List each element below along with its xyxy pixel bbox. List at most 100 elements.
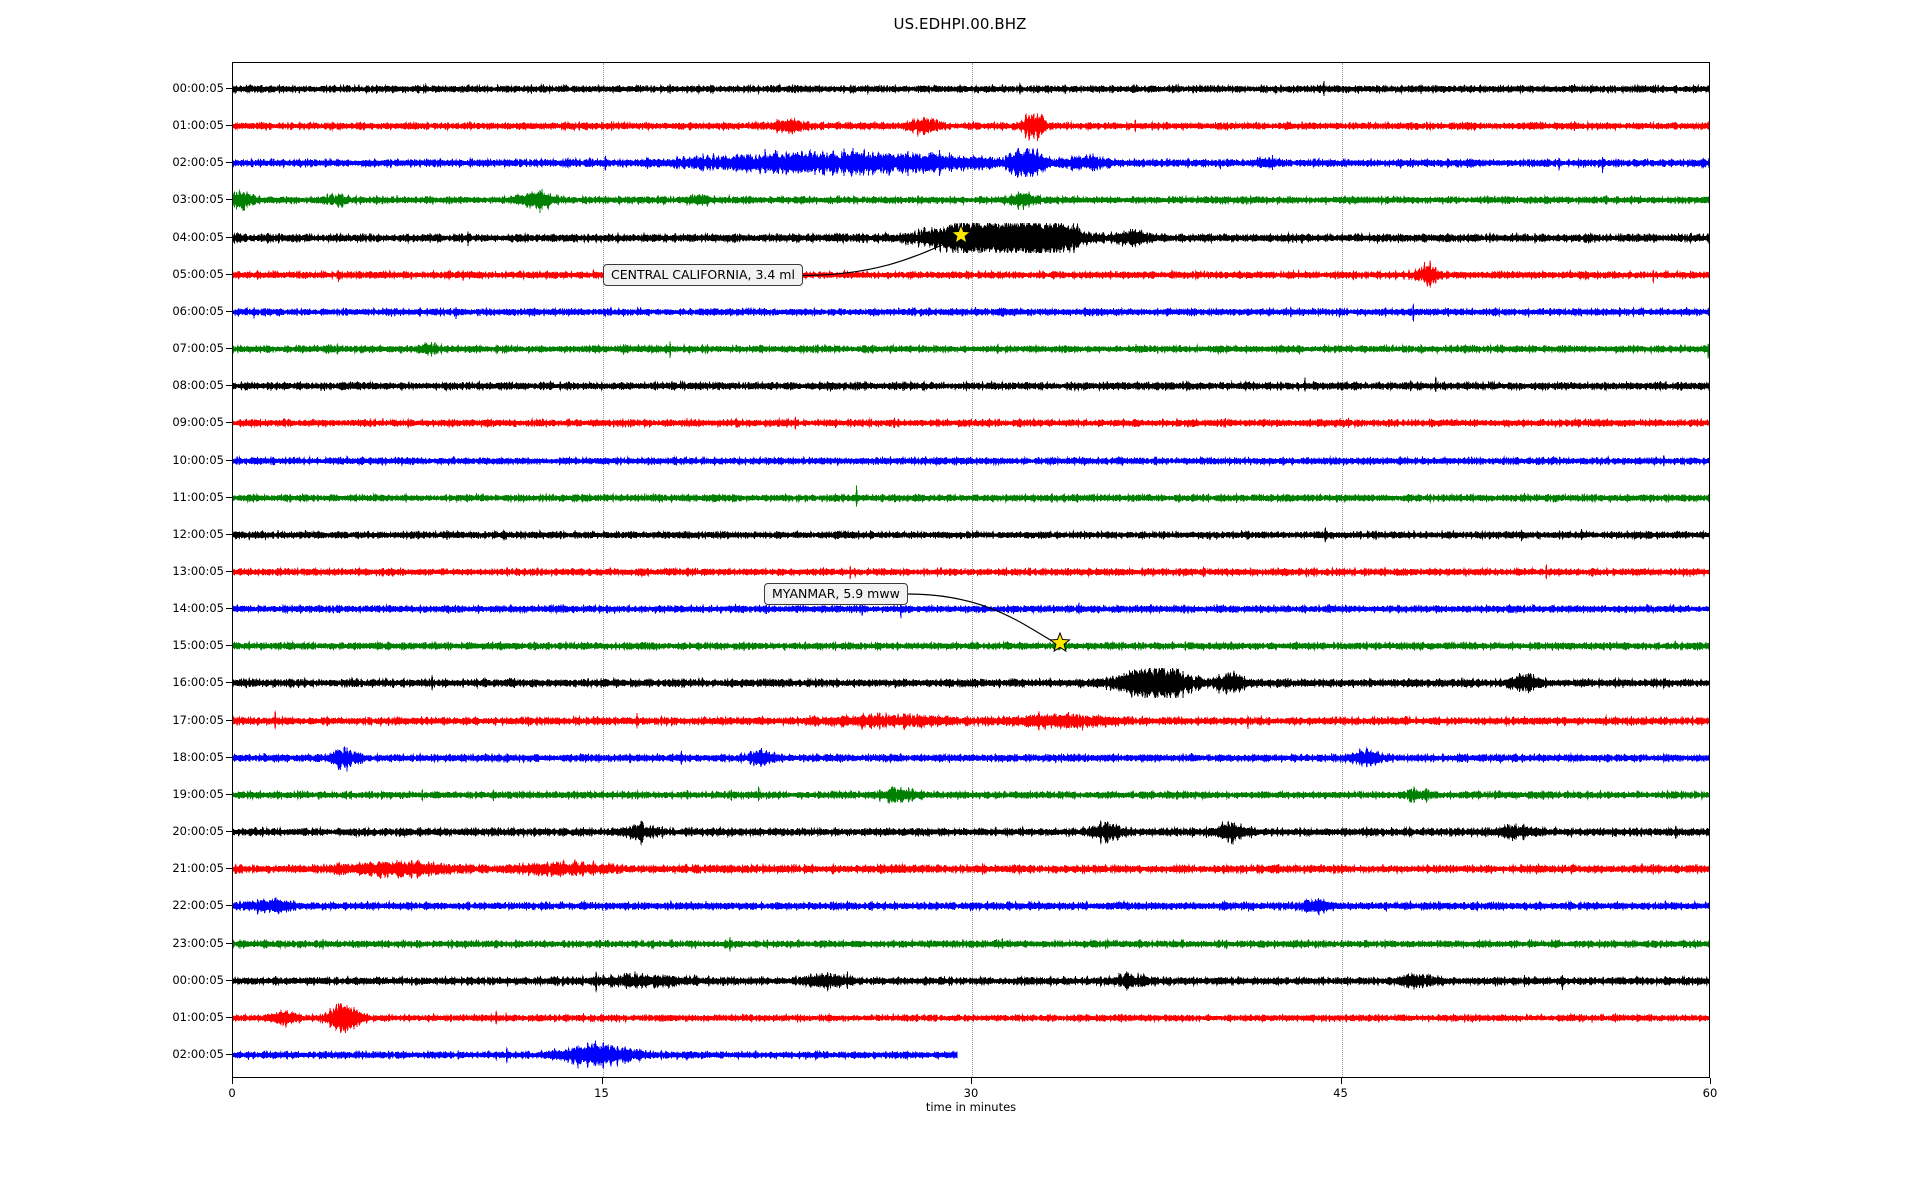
y-axis-label-3: 03:00:05 <box>172 192 224 207</box>
y-axis-label-6: 06:00:05 <box>172 303 224 318</box>
y-axis-label-12: 12:00:05 <box>172 526 224 541</box>
y-tick-4 <box>226 236 232 238</box>
event-marker-star-1[interactable] <box>1048 631 1071 658</box>
trace-row-7 <box>233 334 1709 364</box>
trace-row-20 <box>233 817 1709 847</box>
trace-row-11 <box>233 483 1709 513</box>
trace-row-22 <box>233 891 1709 921</box>
x-tick-label-0: 0 <box>228 1086 236 1100</box>
trace-row-15 <box>233 631 1709 661</box>
y-tick-13 <box>226 571 232 572</box>
event-label-1[interactable]: MYANMAR, 5.9 mww <box>764 583 908 606</box>
trace-row-6 <box>233 297 1709 327</box>
y-axis-label-8: 08:00:05 <box>172 378 224 393</box>
plot-area <box>232 62 1710 1078</box>
y-axis-label-24: 00:00:05 <box>172 972 224 987</box>
event-marker-star-0[interactable] <box>950 223 972 250</box>
y-tick-1 <box>226 125 232 127</box>
y-axis-label-10: 10:00:05 <box>172 452 224 467</box>
y-tick-0 <box>226 88 232 89</box>
y-axis-label-13: 13:00:05 <box>172 564 224 578</box>
x-tick-45 <box>1340 1078 1342 1084</box>
x-tick-label-15: 15 <box>594 1086 609 1100</box>
y-tick-7 <box>226 348 232 350</box>
trace-row-12 <box>233 520 1709 550</box>
x-tick-label-60: 60 <box>1702 1086 1718 1100</box>
x-axis-title: time in minutes <box>925 1100 1017 1114</box>
y-axis-label-0: 00:00:05 <box>172 81 224 95</box>
y-axis-label-19: 19:00:05 <box>172 786 224 801</box>
trace-row-5 <box>233 259 1709 290</box>
y-tick-25 <box>226 1016 232 1018</box>
y-tick-18 <box>226 756 232 758</box>
y-axis-label-23: 23:00:05 <box>172 935 224 950</box>
y-tick-20 <box>226 831 232 833</box>
x-axis-ticks: 0 15 30 45 60 <box>228 1078 1717 1118</box>
y-axis-label-1: 01:00:05 <box>172 118 224 133</box>
y-tick-19 <box>226 793 232 795</box>
y-tick-9 <box>226 422 232 424</box>
trace-row-9 <box>233 408 1709 438</box>
grid-line-15 <box>602 63 604 1077</box>
trace-row-25 <box>233 1002 1709 1033</box>
y-axis-label-20: 20:00:05 <box>172 824 224 839</box>
plot-clip <box>233 63 1709 1077</box>
y-tick-26 <box>226 1054 232 1055</box>
y-axis-label-16: 16:00:05 <box>172 675 224 690</box>
trace-row-2 <box>233 148 1709 179</box>
y-tick-16 <box>226 682 232 684</box>
trace-row-24 <box>233 966 1709 996</box>
trace-row-17 <box>233 706 1709 736</box>
y-axis-label-22: 22:00:05 <box>172 898 224 913</box>
trace-row-3 <box>233 185 1709 215</box>
y-axis-label-11: 11:00:05 <box>172 489 224 504</box>
x-tick-label-30: 30 <box>963 1086 979 1100</box>
trace-row-13 <box>233 557 1709 587</box>
y-axis-label-5: 05:00:05 <box>172 266 224 281</box>
y-tick-12 <box>226 533 232 535</box>
y-axis-label-4: 04:00:05 <box>172 229 224 244</box>
y-axis-label-2: 02:00:05 <box>172 155 224 170</box>
y-axis-label-18: 18:00:05 <box>172 749 224 764</box>
y-axis-label-21: 21:00:05 <box>172 861 224 876</box>
y-axis-label-26: 02:00:05 <box>172 1047 224 1061</box>
y-tick-24 <box>226 979 232 981</box>
trace-row-10 <box>233 446 1709 476</box>
trace-row-4 <box>233 222 1709 253</box>
y-axis-label-9: 09:00:05 <box>172 415 224 430</box>
y-tick-22 <box>226 905 232 907</box>
x-tick-30 <box>971 1078 972 1084</box>
trace-row-0 <box>233 74 1709 104</box>
trace-row-21 <box>233 854 1709 884</box>
x-tick-label-45: 45 <box>1333 1086 1348 1100</box>
x-tick-60 <box>1710 1078 1711 1084</box>
y-axis-label-25: 01:00:05 <box>172 1009 224 1024</box>
trace-row-8 <box>233 371 1709 401</box>
y-tick-6 <box>226 310 232 312</box>
trace-row-1 <box>233 111 1709 142</box>
y-tick-5 <box>226 273 232 275</box>
trace-row-23 <box>233 929 1709 959</box>
y-axis-label-17: 17:00:05 <box>172 712 224 727</box>
y-tick-14 <box>226 608 232 610</box>
x-tick-0 <box>232 1078 233 1084</box>
y-axis-label-15: 15:00:05 <box>172 638 224 653</box>
x-tick-15 <box>601 1078 603 1084</box>
y-axis-label-7: 07:00:05 <box>172 341 224 356</box>
y-tick-23 <box>226 942 232 944</box>
y-tick-3 <box>226 199 232 201</box>
y-axis-label-14: 14:00:05 <box>172 601 224 616</box>
event-label-0[interactable]: CENTRAL CALIFORNIA, 3.4 ml <box>603 264 803 287</box>
y-tick-15 <box>226 645 232 647</box>
trace-row-18 <box>233 743 1709 773</box>
trace-row-14 <box>233 594 1709 624</box>
y-tick-21 <box>226 868 232 870</box>
y-tick-11 <box>226 496 232 498</box>
trace-row-16 <box>233 668 1709 699</box>
y-tick-10 <box>226 459 232 461</box>
trace-row-26 <box>233 1040 1709 1070</box>
chart-title: US.EDHPI.00.BHZ <box>893 15 1027 33</box>
y-tick-17 <box>226 719 232 721</box>
y-tick-2 <box>226 162 232 164</box>
